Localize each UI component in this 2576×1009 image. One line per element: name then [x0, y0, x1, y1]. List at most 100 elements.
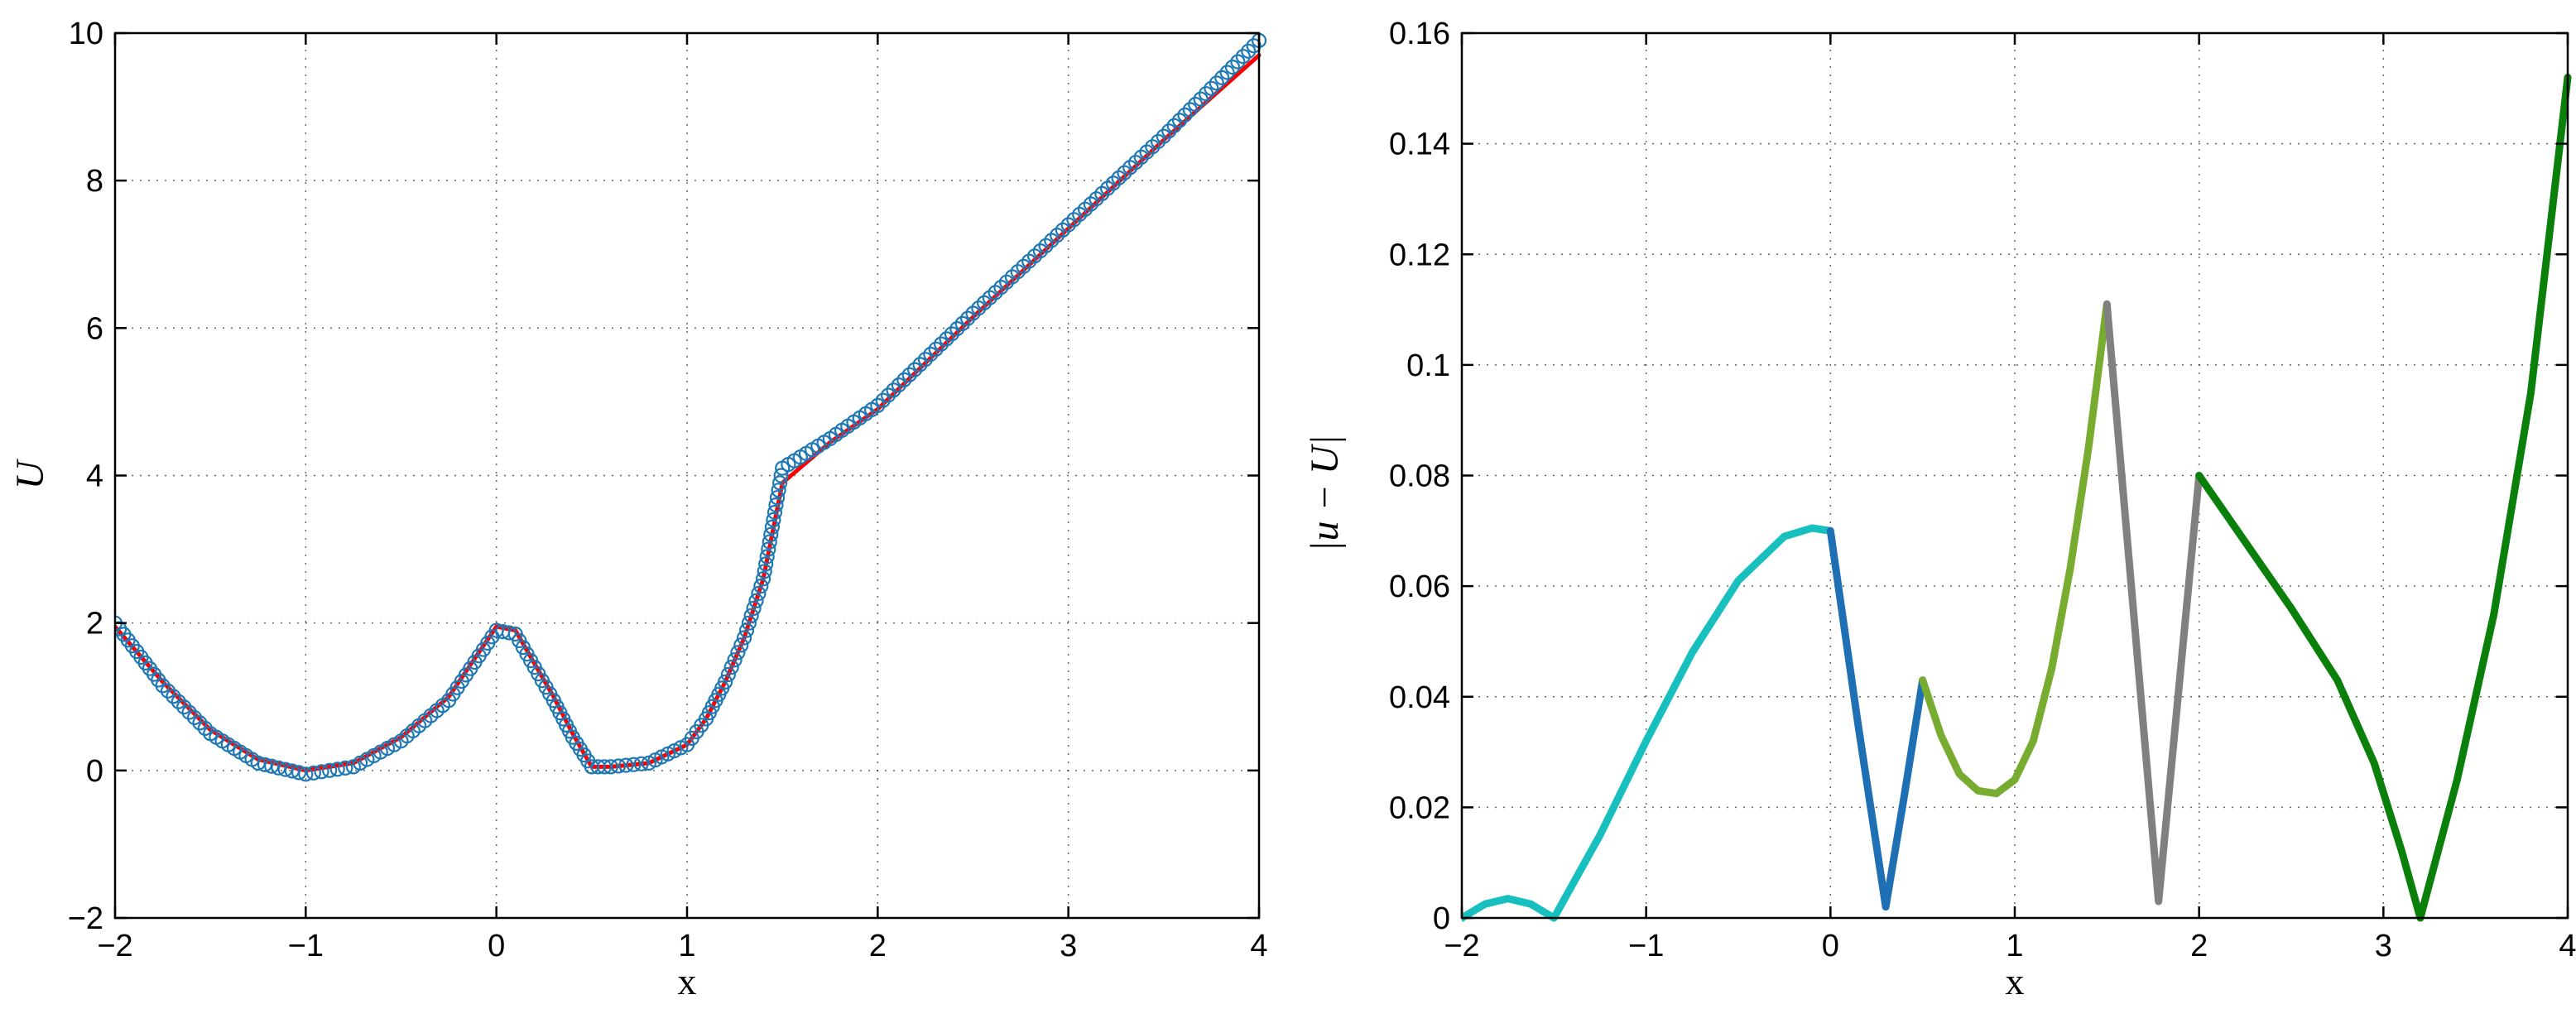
y-tick-label: 0.12: [1389, 238, 1450, 272]
y-tick-label: 0.1: [1406, 348, 1450, 383]
x-tick-label: 4: [1250, 929, 1267, 963]
series-line-2: [1919, 300, 2111, 798]
series-line-4: [2195, 74, 2572, 922]
y-tick-label: 6: [86, 311, 103, 346]
series-marker: [155, 678, 171, 694]
x-tick-label: 2: [869, 929, 887, 963]
y-tick-label: 0.02: [1389, 790, 1450, 825]
series-marker: [917, 352, 934, 368]
series-marker: [264, 758, 280, 774]
series-marker: [181, 704, 197, 720]
series-group: [1462, 74, 2572, 922]
series-marker: [277, 762, 293, 777]
series-marker: [1204, 80, 1219, 96]
x-tick-label: −2: [1444, 929, 1479, 963]
left-plot: −2 −1 0 1 2 3 4 −2 0 2 4 6 8 10 x U: [8, 17, 1268, 1002]
series-marker: [773, 468, 789, 483]
series-marker: [928, 341, 944, 357]
series-marker: [759, 549, 775, 565]
y-tick-label: 0.06: [1389, 569, 1450, 604]
x-tick-label: 4: [2559, 929, 2576, 963]
series-marker: [1177, 107, 1193, 123]
series-marker: [1224, 59, 1241, 75]
series-marker: [1161, 123, 1177, 139]
x-axis-label: x: [2006, 960, 2025, 1002]
series-marker: [633, 756, 649, 771]
series-marker: [186, 709, 203, 726]
x-tick-label: 3: [1060, 929, 1077, 963]
series-marker: [197, 720, 213, 737]
series-marker: [250, 755, 266, 771]
series-marker: [271, 760, 286, 776]
series-marker: [886, 382, 901, 398]
x-axis-label: x: [678, 960, 697, 1002]
series-marker: [610, 758, 627, 774]
y-tick-label: 0.16: [1389, 17, 1450, 51]
y-tick-label: 0: [86, 754, 103, 789]
series-marker: [944, 326, 960, 342]
series-marker: [733, 637, 749, 653]
series-marker: [171, 694, 186, 709]
series-marker: [1150, 133, 1166, 150]
series-marker: [1188, 96, 1204, 113]
series-marker: [626, 757, 642, 772]
series-marker: [176, 699, 192, 715]
y-tick-label: 4: [86, 459, 103, 494]
series-marker: [767, 504, 783, 521]
x-tick-label: 1: [2006, 929, 2023, 963]
series-marker: [880, 387, 896, 403]
series-marker: [291, 765, 307, 781]
x-tick-label: 3: [2375, 929, 2392, 963]
series-marker: [738, 622, 755, 638]
y-axis-label: U: [8, 458, 52, 489]
x-tick-label: 0: [1822, 929, 1839, 963]
series-marker: [1127, 155, 1144, 171]
series-line-3: [2103, 300, 2204, 906]
series-marker: [322, 762, 338, 778]
series-line-1: [1826, 526, 1927, 911]
series-marker: [298, 766, 314, 782]
series-marker: [1105, 175, 1122, 191]
series-marker: [166, 689, 181, 704]
series-marker: [1166, 118, 1182, 133]
series-marker: [338, 760, 353, 776]
series-marker: [896, 372, 912, 387]
y-tick-label: 8: [86, 164, 103, 199]
series-marker: [257, 757, 273, 772]
series-marker: [1016, 258, 1031, 274]
series-marker: [1156, 128, 1171, 144]
series-marker: [757, 564, 772, 579]
x-tick-label: 1: [678, 929, 695, 963]
series-marker: [603, 759, 619, 775]
series-marker: [912, 357, 928, 372]
series-marker: [753, 578, 769, 594]
series-marker: [1182, 102, 1198, 118]
series-marker: [949, 321, 965, 337]
series-marker: [891, 377, 907, 393]
series-marker: [743, 608, 759, 623]
series-marker: [741, 615, 757, 631]
series-marker: [501, 625, 517, 641]
series-marker: [906, 362, 923, 377]
y-tick-label: 0.04: [1389, 680, 1450, 715]
series-marker: [771, 483, 786, 498]
series-marker: [1171, 113, 1188, 128]
series-marker: [761, 541, 776, 557]
series-marker: [1209, 75, 1224, 91]
x-tick-label: 0: [488, 929, 505, 963]
series-marker: [727, 652, 743, 668]
series-marker: [939, 331, 954, 347]
y-tick-label: −2: [68, 901, 103, 936]
series-marker: [730, 645, 746, 661]
series-marker: [736, 630, 752, 646]
x-tick-label: 2: [2190, 929, 2208, 963]
y-tick-label: 10: [69, 17, 103, 51]
series-marker: [768, 497, 784, 513]
series-marker: [758, 556, 774, 572]
x-tick-label: −2: [97, 929, 132, 963]
series-marker: [1060, 217, 1076, 233]
series-marker: [746, 600, 762, 617]
series-line-0: [1462, 524, 1834, 922]
series-marker: [870, 397, 886, 413]
series-marker: [329, 762, 345, 777]
